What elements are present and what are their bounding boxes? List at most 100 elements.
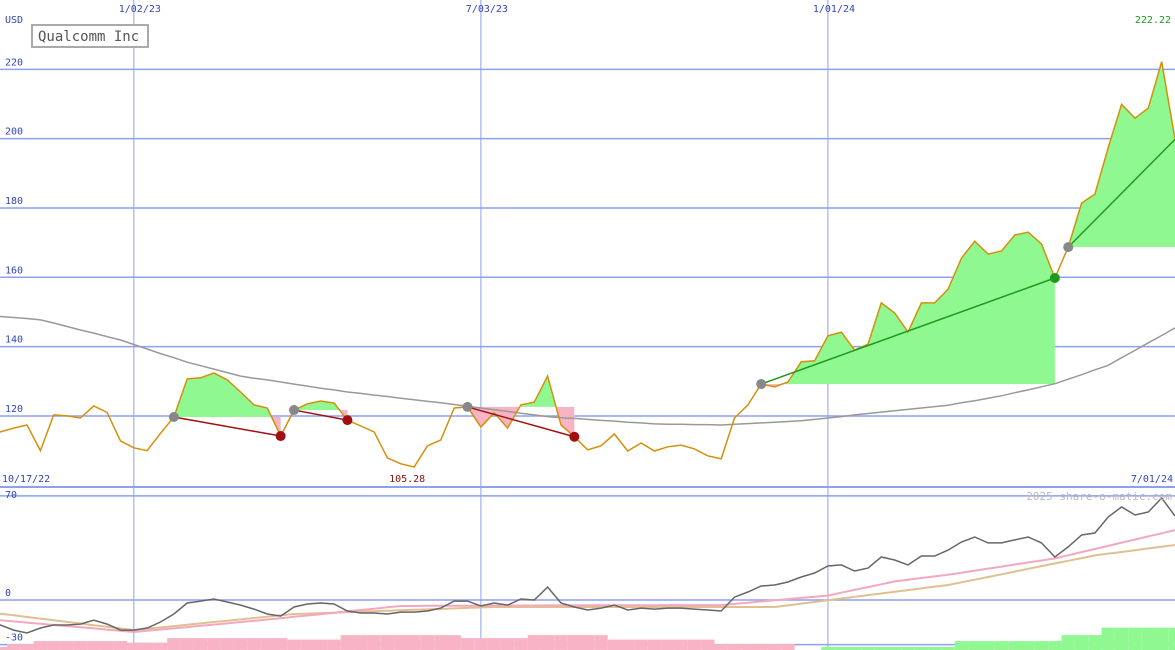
x-tick-label: 1/01/24	[813, 4, 855, 15]
histogram-bar	[140, 642, 154, 650]
signal-end	[275, 431, 286, 442]
histogram-bar	[1101, 627, 1115, 650]
y-tick-label: 200	[5, 127, 23, 138]
histogram-bar	[767, 644, 782, 650]
histogram-bar	[180, 638, 194, 650]
histogram-bar	[554, 635, 568, 650]
histogram-bar	[260, 638, 274, 650]
price-line	[0, 315, 1175, 426]
histogram-bar	[1088, 635, 1102, 650]
histogram-bar	[567, 635, 581, 650]
histogram-bar	[113, 641, 128, 650]
histogram-bar	[100, 641, 114, 650]
histogram-bar	[634, 639, 648, 650]
trend-line	[467, 406, 575, 438]
histogram-bar	[300, 639, 315, 650]
signal-end	[1049, 272, 1060, 283]
signal-start	[168, 411, 179, 422]
y-tick-label: -30	[5, 633, 23, 644]
histogram-bar	[847, 647, 862, 650]
chart-title: Qualcomm Inc	[38, 29, 139, 45]
y-tick-label: 120	[5, 404, 23, 415]
histogram-bar	[407, 635, 421, 650]
histogram-bar	[1141, 627, 1155, 650]
y-tick-label: 220	[5, 57, 23, 68]
histogram-bar	[434, 635, 448, 650]
histogram-bar	[1034, 641, 1049, 650]
histogram-bar	[594, 635, 608, 650]
histogram-bar	[540, 635, 555, 650]
histogram-bar	[1061, 635, 1075, 650]
histogram-bar	[941, 647, 955, 650]
trend-line	[293, 409, 348, 421]
signal-end	[342, 415, 353, 426]
histogram-bar	[701, 639, 715, 650]
histogram-bar	[527, 635, 541, 650]
histogram-bar	[874, 647, 889, 650]
histogram-bar	[1008, 641, 1022, 650]
histogram-bar	[928, 647, 942, 650]
histogram-bar	[327, 639, 341, 650]
indicator-line	[0, 544, 1175, 632]
histogram-bar	[901, 647, 915, 650]
trend-line	[1067, 138, 1175, 248]
trend-line	[760, 277, 1056, 385]
histogram-bar	[487, 638, 501, 650]
histogram-bar	[754, 644, 768, 650]
histogram-bar	[500, 638, 515, 650]
histogram-bar	[420, 635, 435, 650]
histogram-bar	[674, 639, 688, 650]
histogram-bar	[1021, 641, 1035, 650]
histogram-bar	[1074, 635, 1089, 650]
histogram-bar	[834, 647, 848, 650]
histogram-bar	[914, 647, 929, 650]
x-tick-label: 7/01/24	[1131, 474, 1173, 485]
histogram-bar	[20, 644, 34, 650]
histogram-bar	[581, 635, 595, 650]
title-box	[31, 24, 149, 48]
histogram-bar	[314, 639, 328, 650]
gain-area	[782, 232, 1055, 385]
histogram-bar	[233, 638, 248, 650]
signal-start	[462, 401, 473, 412]
signal-start	[756, 379, 767, 390]
signal-start	[289, 405, 300, 416]
histogram-bar	[821, 647, 835, 650]
histogram-bar	[647, 639, 662, 650]
histogram-bar	[607, 639, 622, 650]
histogram-bar	[861, 647, 875, 650]
histogram-bar	[0, 647, 8, 650]
histogram-bar	[994, 641, 1009, 650]
histogram-bar	[954, 641, 969, 650]
histogram-bar	[621, 639, 635, 650]
histogram-bar	[687, 639, 702, 650]
histogram-bar	[661, 639, 675, 650]
histogram-bar	[1048, 641, 1062, 650]
x-tick-label: 10/17/22	[2, 474, 50, 485]
y-tick-label: 180	[5, 196, 23, 207]
histogram-bar	[1168, 627, 1175, 650]
histogram-bar	[73, 641, 88, 650]
y-axis-label: USD	[5, 15, 23, 26]
histogram-bar	[380, 635, 395, 650]
histogram-bar	[714, 644, 728, 650]
indicator-line	[0, 529, 1175, 634]
x-tick-label: 1/02/23	[119, 4, 161, 15]
histogram-bar	[220, 638, 234, 650]
histogram-bar	[981, 641, 995, 650]
histogram-bar	[394, 635, 408, 650]
histogram-bar	[153, 642, 168, 650]
histogram-bar	[7, 644, 21, 650]
histogram-bar	[340, 635, 355, 650]
histogram-bar	[247, 638, 261, 650]
histogram-bar	[741, 644, 755, 650]
histogram-bar	[1114, 627, 1129, 650]
y-tick-label: 0	[5, 588, 11, 599]
y-tick-label: 160	[5, 265, 23, 276]
histogram-bar	[460, 638, 475, 650]
histogram-bar	[60, 641, 74, 650]
histogram-bar	[287, 639, 301, 650]
histogram-bar	[207, 638, 221, 650]
histogram-bar	[354, 635, 368, 650]
histogram-bar	[193, 638, 208, 650]
